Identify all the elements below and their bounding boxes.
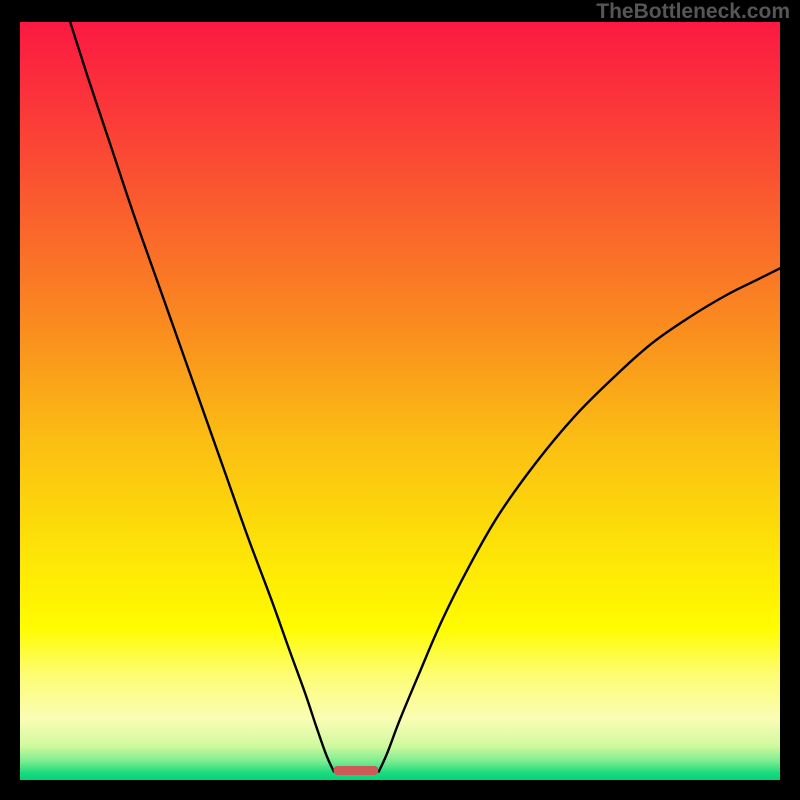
- plot-background: [20, 22, 780, 780]
- optimal-marker: [334, 766, 379, 775]
- watermark-text: TheBottleneck.com: [596, 0, 790, 24]
- chart-canvas: TheBottleneck.com: [0, 0, 800, 800]
- chart-svg: [0, 0, 800, 800]
